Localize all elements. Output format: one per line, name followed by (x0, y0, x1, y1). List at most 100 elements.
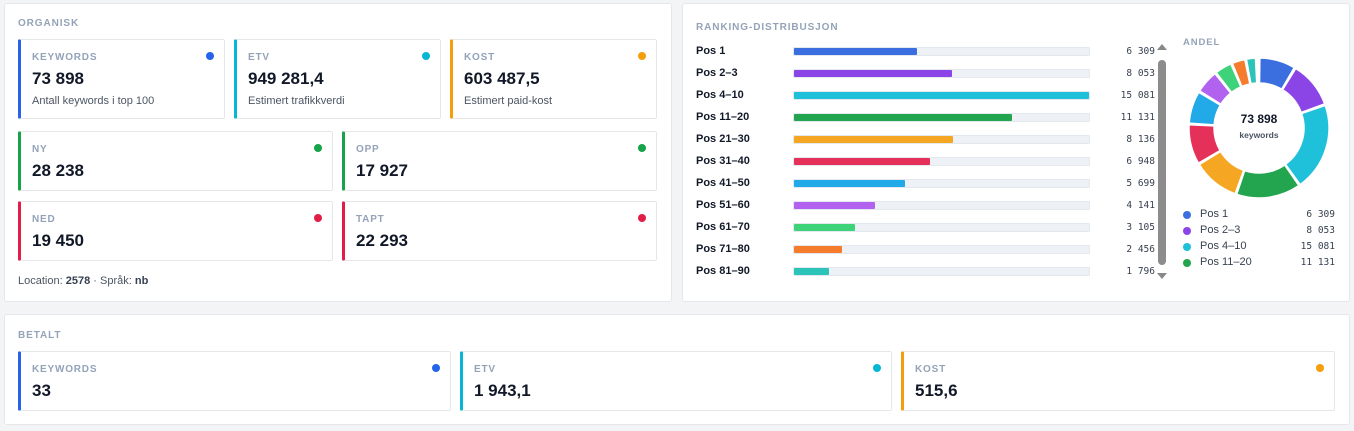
donut-slice (1231, 58, 1251, 88)
status-dot (314, 214, 322, 222)
ranking-row: Pos 1 6 309 (696, 44, 1156, 60)
ranking-row: Pos 4–10 15 081 (696, 88, 1156, 104)
ranking-bar (794, 224, 855, 231)
legend-value: 6 309 (1306, 209, 1335, 220)
ranking-bar-track (793, 91, 1090, 100)
ranking-row-value: 8 136 (1126, 134, 1155, 145)
status-dot (422, 52, 430, 60)
status-dot (638, 52, 646, 60)
ranking-row: Pos 31–40 6 948 (696, 154, 1156, 170)
card-value: 949 281,4 (248, 69, 324, 88)
ranking-bar (794, 158, 930, 165)
card-value: 33 (32, 381, 51, 400)
location-label: Location: (18, 275, 63, 287)
ranking-row-value: 6 948 (1126, 156, 1155, 167)
donut-slice (1245, 57, 1258, 85)
status-dot (314, 144, 322, 152)
ranking-row-label: Pos 2–3 (696, 67, 738, 79)
legend-label: Pos 1 (1200, 208, 1229, 220)
location-info: Location: 2578 · Språk: nb (18, 275, 148, 287)
status-dot (638, 144, 646, 152)
ranking-bar (794, 92, 1089, 99)
legend-value: 11 131 (1300, 257, 1335, 268)
donut-slice (1281, 67, 1326, 114)
organic-down-card: NED 19 450 (18, 201, 333, 261)
legend-label: Pos 11–20 (1200, 256, 1252, 268)
ranking-bar (794, 180, 906, 187)
legend-item: Pos 4–10 15 081 (1183, 240, 1335, 254)
ranking-row-label: Pos 61–70 (696, 221, 750, 233)
organic-etv-card: ETV 949 281,4 Estimert trafikkverdi (234, 39, 441, 119)
ranking-row-value: 3 105 (1126, 222, 1155, 233)
ranking-bar-track (793, 47, 1090, 56)
scroll-down-arrow[interactable] (1157, 273, 1167, 279)
ranking-bar (794, 268, 830, 275)
location-value: 2578 (65, 275, 91, 287)
ranking-title: RANKING-DISTRIBUSJON (696, 22, 839, 33)
card-value: 73 898 (32, 69, 84, 88)
card-label: KOST (464, 52, 495, 63)
organic-keywords-card: KEYWORDS 73 898 Antall keywords i top 10… (18, 39, 225, 119)
share-title: ANDEL (1183, 37, 1221, 48)
donut-total-label: keywords (1239, 130, 1279, 140)
organic-title: ORGANISK (18, 18, 80, 29)
ranking-row-label: Pos 4–10 (696, 89, 744, 101)
ranking-bar (794, 246, 843, 253)
legend-label: Pos 4–10 (1200, 240, 1247, 252)
ranking-row-label: Pos 51–60 (696, 199, 750, 211)
legend-dot (1183, 211, 1191, 219)
ranking-row-value: 15 081 (1120, 90, 1155, 101)
card-value: 1 943,1 (474, 381, 531, 400)
scroll-up-arrow[interactable] (1157, 44, 1167, 50)
donut-total: 73 898 (1240, 112, 1278, 126)
card-value: 603 487,5 (464, 69, 540, 88)
card-subtitle: Antall keywords i top 100 (32, 95, 155, 107)
status-dot (1316, 364, 1324, 372)
donut-slice (1188, 123, 1222, 165)
ranking-bar (794, 48, 918, 55)
ranking-row-value: 6 309 (1126, 46, 1155, 57)
legend-value: 15 081 (1300, 241, 1335, 252)
card-subtitle: Estimert paid-kost (464, 95, 553, 107)
card-label: KEYWORDS (32, 364, 98, 375)
legend-dot (1183, 227, 1191, 235)
ranking-row-label: Pos 11–20 (696, 111, 750, 123)
ranking-row-value: 8 053 (1126, 68, 1155, 79)
ranking-row-value: 2 456 (1126, 244, 1155, 255)
ranking-row: Pos 2–3 8 053 (696, 66, 1156, 82)
card-label: ETV (474, 364, 496, 375)
legend-dot (1183, 243, 1191, 251)
card-label: KEYWORDS (32, 52, 98, 63)
language-label: Språk: (100, 275, 132, 287)
organic-lost-card: TAPT 22 293 (342, 201, 657, 261)
ranking-row-label: Pos 21–30 (696, 133, 750, 145)
share-donut-chart (1188, 57, 1330, 199)
legend-dot (1183, 259, 1191, 267)
organic-cost-card: KOST 603 487,5 Estimert paid-kost (450, 39, 657, 119)
ranking-bar (794, 70, 952, 77)
ranking-bar-track (793, 245, 1090, 254)
donut-slice (1188, 91, 1222, 126)
legend-value: 8 053 (1306, 225, 1335, 236)
paid-title: BETALT (18, 330, 62, 341)
ranking-row: Pos 71–80 2 456 (696, 242, 1156, 258)
ranking-row-label: Pos 81–90 (696, 265, 750, 277)
ranking-row: Pos 51–60 4 141 (696, 198, 1156, 214)
ranking-bar-track (793, 223, 1090, 232)
ranking-bar (794, 114, 1012, 121)
donut-slice (1215, 62, 1242, 94)
ranking-bar-track (793, 267, 1090, 276)
ranking-bar-track (793, 113, 1090, 122)
ranking-row: Pos 61–70 3 105 (696, 220, 1156, 236)
ranking-row-value: 1 796 (1126, 266, 1155, 277)
donut-slice (1258, 57, 1296, 91)
language-value: nb (134, 275, 149, 287)
ranking-bar-track (793, 179, 1090, 188)
card-value: 19 450 (32, 231, 84, 250)
scrollbar-thumb[interactable] (1158, 60, 1166, 265)
status-dot (638, 214, 646, 222)
ranking-row-value: 11 131 (1120, 112, 1155, 123)
paid-etv-card: ETV 1 943,1 (460, 351, 892, 411)
card-value: 17 927 (356, 161, 408, 180)
donut-slice (1284, 104, 1330, 186)
